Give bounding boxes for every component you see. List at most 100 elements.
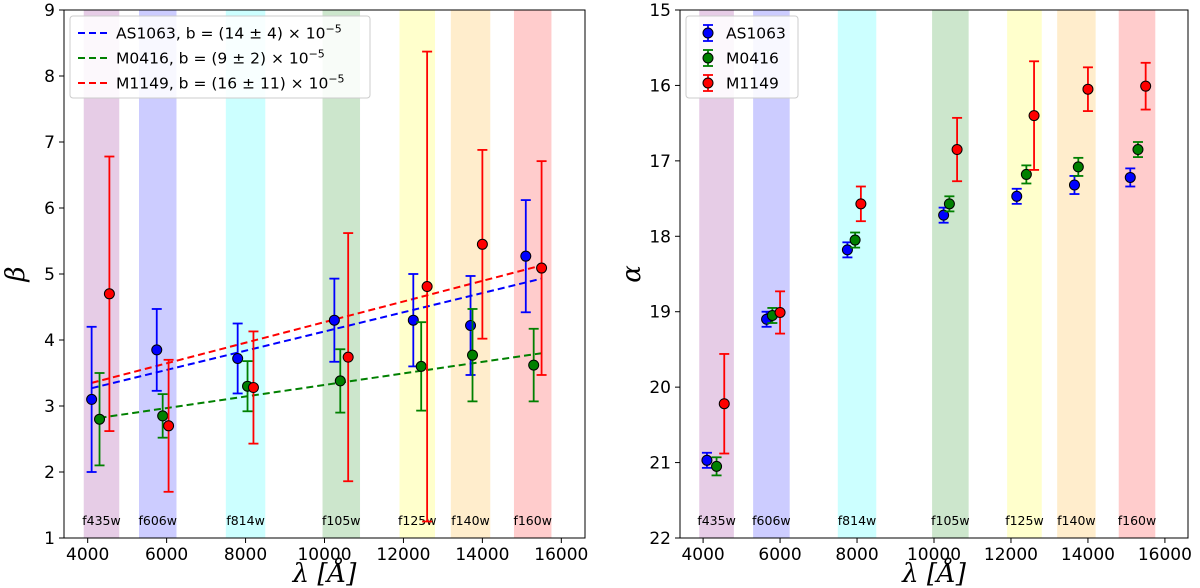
alpha-band-f105w (932, 10, 969, 538)
alpha-x-tick-label: 4000 (681, 545, 724, 565)
beta-y-tick-label: 5 (44, 265, 55, 285)
alpha-point-M0416 (1020, 168, 1032, 180)
beta-band-label-f814w: f814w (226, 513, 264, 528)
alpha-point-M1149 (1028, 110, 1040, 122)
beta-point-M0416 (157, 410, 169, 422)
beta-band-label-f105w: f105w (322, 513, 360, 528)
alpha-point-M1149 (1140, 80, 1152, 92)
beta-x-axis-title: λ [Å] (292, 557, 358, 588)
beta-panel: f435w f606w f814w f105w f125w f140w f160w 4000 6… (1, 1, 588, 588)
alpha-point-M0416 (711, 460, 723, 472)
beta-point-M1149 (421, 281, 433, 293)
beta-legend (69, 15, 371, 99)
beta-point-AS1063 (328, 314, 340, 326)
beta-point-AS1063 (407, 314, 419, 326)
alpha-legend-label-M0416: M0416 (726, 50, 779, 68)
beta-point-AS1063 (86, 393, 98, 405)
alpha-band-f125w (1007, 10, 1042, 538)
alpha-y-axis-title: α (617, 265, 647, 283)
alpha-band-label-f160w: f160w (1118, 513, 1156, 528)
beta-y-tick-label: 4 (44, 331, 55, 351)
beta-legend-label-M0416: M0416, b = (9 ± 2) × 10−5 (116, 47, 325, 68)
alpha-y-tick-label: 18 (649, 227, 671, 247)
beta-band-label-f125w: f125w (398, 513, 436, 528)
beta-point-M1149 (103, 288, 115, 300)
beta-x-tick-label: 4000 (66, 545, 109, 565)
beta-y-tick-label: 7 (44, 133, 55, 153)
alpha-y-tick-label: 22 (649, 529, 671, 549)
alpha-point-AS1063 (1124, 171, 1136, 183)
alpha-x-tick-label: 8000 (835, 545, 878, 565)
beta-y-tick-label: 2 (44, 463, 55, 483)
beta-band-label-f160w: f160w (513, 513, 551, 528)
beta-point-M0416 (94, 413, 106, 425)
alpha-point-M1149 (718, 398, 730, 410)
alpha-band-label-f125w: f125w (1005, 513, 1043, 528)
alpha-y-tick-label: 19 (649, 303, 671, 323)
beta-fit-line-AS1063 (91, 277, 542, 390)
beta-point-M0416 (415, 360, 427, 372)
alpha-point-M1149 (774, 306, 786, 318)
beta-y-tick-label: 6 (44, 199, 55, 219)
alpha-x-tick-label: 6000 (758, 545, 801, 565)
beta-band-f140w (450, 10, 491, 538)
beta-x-tick-label: 6000 (145, 545, 188, 565)
alpha-point-M1149 (1082, 83, 1094, 95)
alpha-y-tick-label: 20 (649, 378, 671, 398)
alpha-x-tick-label: 10000 (907, 545, 961, 565)
alpha-point-M0416 (943, 198, 955, 210)
alpha-point-M0416 (849, 234, 861, 246)
alpha-band-f814w (837, 10, 877, 538)
beta-point-AS1063 (232, 352, 244, 364)
alpha-legend-label-M1149: M1149 (726, 75, 779, 93)
alpha-legend-marker-AS1063 (702, 27, 714, 39)
beta-point-AS1063 (465, 319, 477, 331)
alpha-band-label-f140w: f140w (1057, 513, 1095, 528)
alpha-legend-label-AS1063: AS1063 (726, 25, 786, 43)
alpha-point-AS1063 (841, 244, 853, 256)
alpha-point-M0416 (1072, 161, 1084, 173)
beta-point-M0416 (334, 375, 346, 387)
beta-point-M0416 (528, 359, 540, 371)
alpha-y-tick-label: 15 (649, 1, 671, 21)
alpha-point-AS1063 (1068, 179, 1080, 191)
alpha-y-tick-label: 21 (649, 454, 671, 474)
beta-point-AS1063 (520, 250, 532, 262)
alpha-band-label-f814w: f814w (838, 513, 876, 528)
alpha-legend-marker-M0416 (702, 52, 714, 64)
alpha-point-M1149 (951, 144, 963, 156)
beta-x-tick-label: 8000 (224, 545, 267, 565)
beta-point-M0416 (467, 349, 479, 361)
alpha-point-AS1063 (938, 209, 950, 221)
alpha-x-tick-label: 14000 (1061, 545, 1115, 565)
alpha-x-tick-label: 16000 (1138, 545, 1192, 565)
alpha-point-M1149 (855, 198, 867, 210)
alpha-point-AS1063 (1011, 190, 1023, 202)
beta-band-label-f606w: f606w (138, 513, 176, 528)
alpha-point-AS1063 (701, 454, 713, 466)
beta-y-tick-label: 1 (44, 529, 55, 549)
beta-x-tick-label: 16000 (534, 545, 588, 565)
alpha-legend-marker-M1149 (702, 77, 714, 89)
beta-legend-label-M1149: M1149, b = (16 ± 11) × 10−5 (116, 72, 345, 93)
beta-y-tick-label: 8 (44, 67, 55, 87)
beta-fit-line-M0416 (99, 352, 542, 419)
beta-point-M1149 (342, 351, 354, 363)
alpha-y-tick-label: 16 (649, 76, 671, 96)
alpha-band-f160w (1118, 10, 1156, 538)
alpha-band-label-f606w: f606w (752, 513, 790, 528)
beta-x-tick-label: 12000 (376, 545, 430, 565)
alpha-legend (685, 15, 799, 99)
alpha-band-f140w (1057, 10, 1096, 538)
alpha-x-tick-label: 12000 (984, 545, 1038, 565)
beta-point-M1149 (247, 382, 259, 394)
beta-point-M1149 (163, 420, 175, 432)
alpha-band-label-f435w: f435w (697, 513, 735, 528)
beta-legend-label-AS1063: AS1063, b = (14 ± 4) × 10−5 (116, 22, 342, 43)
beta-y-axis-title: β (1, 266, 31, 282)
beta-point-M1149 (536, 262, 548, 274)
alpha-y-tick-label: 17 (649, 152, 671, 172)
alpha-point-M0416 (1132, 144, 1144, 156)
beta-y-tick-label: 9 (44, 1, 55, 21)
